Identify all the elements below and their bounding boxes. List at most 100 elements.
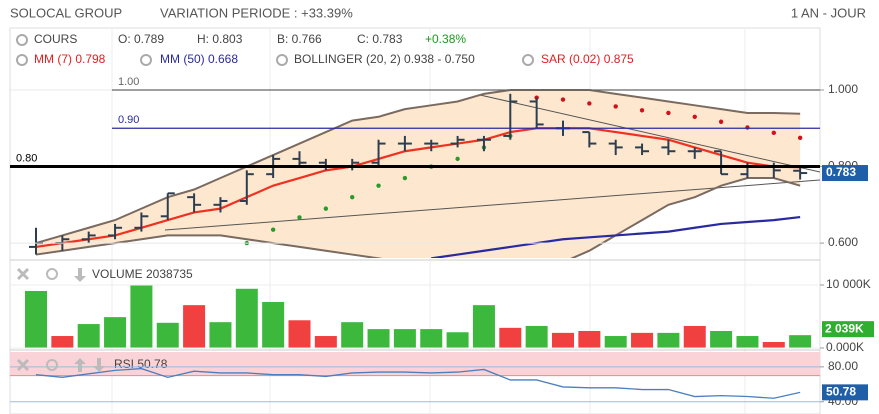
volume-bar bbox=[367, 329, 390, 348]
trend-line bbox=[164, 179, 820, 231]
volume-bar bbox=[578, 330, 601, 348]
rsi-panel: RSI 50.78 bbox=[10, 352, 820, 399]
y-tick-label: 0.600 bbox=[828, 235, 858, 249]
volume-bar bbox=[288, 320, 311, 348]
rsi-tools bbox=[16, 358, 105, 372]
legend-change: +0.38% bbox=[425, 32, 466, 46]
volume-bar bbox=[341, 322, 364, 348]
volume-bar bbox=[314, 336, 337, 348]
last-price-box bbox=[822, 165, 868, 182]
volume-bar bbox=[525, 325, 548, 348]
close-icon[interactable] bbox=[16, 358, 30, 372]
sar-dot bbox=[376, 183, 381, 188]
volume-bar bbox=[77, 324, 100, 348]
level-label: 0.80 bbox=[16, 152, 37, 164]
period[interactable]: 1 AN - JOUR bbox=[791, 5, 866, 20]
down-icon[interactable] bbox=[93, 358, 105, 372]
gear-icon[interactable] bbox=[46, 359, 58, 371]
panel-title: RSI 50.78 bbox=[114, 357, 168, 371]
level-label: 0.90 bbox=[118, 114, 139, 126]
sar-dot bbox=[639, 108, 645, 113]
panel-title: VOLUME 2038735 bbox=[92, 267, 193, 281]
y-tick-label: 10 000K bbox=[826, 277, 871, 291]
gear-icon[interactable] bbox=[16, 54, 28, 66]
volume-bar bbox=[130, 284, 153, 348]
legend-close: C: 0.783 bbox=[357, 32, 403, 46]
sar-dot bbox=[718, 119, 724, 124]
bollinger-band bbox=[35, 88, 801, 245]
sar-dot bbox=[402, 175, 408, 181]
volume-bar bbox=[183, 305, 206, 348]
volume-bar bbox=[393, 329, 416, 348]
volume-bar bbox=[683, 325, 706, 348]
volume-bar bbox=[789, 335, 812, 348]
last-rsi-box bbox=[822, 384, 868, 401]
volume-bar bbox=[25, 290, 47, 348]
stock-name: SOLOCAL GROUP bbox=[10, 5, 122, 20]
up-icon[interactable] bbox=[74, 358, 86, 372]
volume-bar bbox=[420, 329, 443, 348]
volume-tools bbox=[16, 267, 86, 282]
legend-open: O: 0.789 bbox=[118, 32, 164, 46]
rsi-line bbox=[35, 367, 801, 399]
last-volume: 2 039K bbox=[825, 321, 864, 335]
sar-dot bbox=[560, 97, 566, 102]
volume-bar bbox=[552, 332, 574, 348]
gear-icon[interactable] bbox=[46, 268, 58, 280]
sar-dot bbox=[613, 104, 618, 109]
legend-mm7: MM (7) 0.798 bbox=[34, 52, 106, 66]
level-label: 1.00 bbox=[118, 76, 139, 88]
volume-panel: VOLUME 2038735 bbox=[25, 267, 812, 348]
sar-dot bbox=[745, 125, 750, 130]
legend-mm50: MM (50) 0.668 bbox=[160, 52, 238, 66]
close-icon[interactable] bbox=[16, 267, 30, 281]
legend-high: H: 0.803 bbox=[197, 32, 243, 46]
volume-bar bbox=[262, 302, 285, 348]
sar-dot bbox=[771, 130, 776, 136]
legend-bollinger: BOLLINGER (20, 2) 0.938 - 0.750 bbox=[294, 52, 475, 66]
volume-bar bbox=[104, 317, 127, 348]
sar-dot bbox=[692, 114, 697, 119]
volume-bar bbox=[710, 330, 733, 348]
volume-bar bbox=[209, 322, 232, 348]
down-icon[interactable] bbox=[74, 268, 86, 282]
y-tick-label: 0.000K bbox=[826, 340, 864, 354]
volume-bar bbox=[51, 336, 74, 348]
gear-icon[interactable] bbox=[140, 54, 152, 66]
volume-bar bbox=[631, 332, 654, 348]
variation: VARIATION PERIODE : +33.39% bbox=[160, 5, 353, 20]
volume-bar bbox=[499, 327, 522, 348]
sar-dot bbox=[323, 206, 329, 211]
last-volume-box bbox=[822, 321, 874, 338]
sar-dot bbox=[587, 101, 592, 106]
volume-bar bbox=[472, 305, 495, 348]
sar-dot bbox=[270, 227, 276, 232]
sar-dot bbox=[666, 110, 671, 116]
bollinger-fill bbox=[36, 89, 801, 258]
price-panel bbox=[29, 88, 820, 258]
volume-bar bbox=[736, 336, 759, 348]
moving-average bbox=[431, 215, 801, 258]
frame bbox=[9, 27, 821, 414]
y-tick-label: 1.000 bbox=[828, 82, 858, 96]
legend: COURS O: 0.789 H: 0.803 B: 0.766 C: 0.78… bbox=[16, 32, 634, 66]
last-rsi: 50.78 bbox=[826, 385, 856, 399]
volume-bar bbox=[657, 332, 680, 348]
gear-icon[interactable] bbox=[16, 34, 28, 46]
volume-bar bbox=[446, 332, 469, 348]
volume-bar bbox=[235, 288, 258, 348]
y-tick-label: 80.00 bbox=[828, 359, 858, 373]
volume-bar bbox=[604, 336, 627, 348]
sar-dot bbox=[297, 215, 302, 220]
gear-icon[interactable] bbox=[522, 54, 534, 66]
overbought-zone bbox=[10, 352, 820, 376]
volume-bar bbox=[156, 322, 179, 348]
legend-sar: SAR (0.02) 0.875 bbox=[541, 52, 634, 66]
sar-dot bbox=[797, 135, 803, 141]
gear-icon[interactable] bbox=[276, 54, 288, 66]
sar-dot bbox=[455, 156, 460, 162]
legend-low: B: 0.766 bbox=[277, 32, 322, 46]
last-price: 0.783 bbox=[826, 165, 856, 179]
sar-dot bbox=[350, 194, 355, 200]
